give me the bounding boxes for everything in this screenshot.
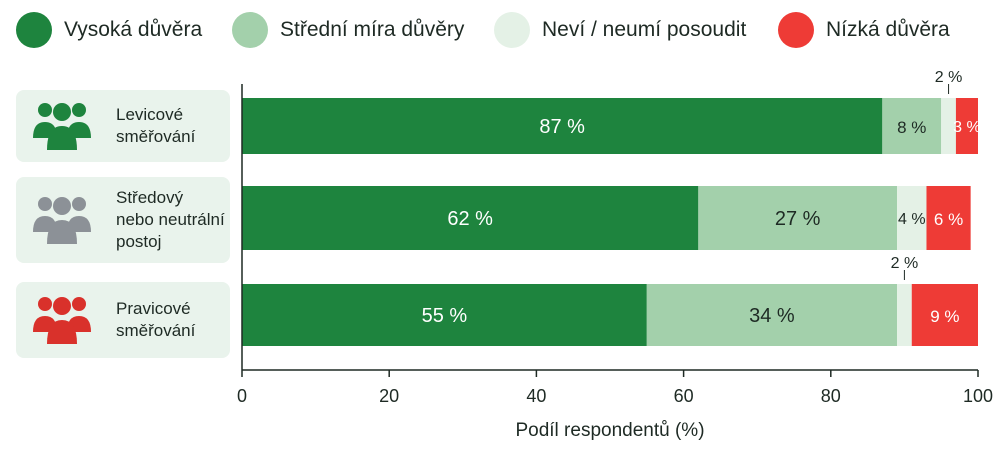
bar-segment <box>911 284 978 346</box>
bar-segment <box>242 186 699 250</box>
row-label-line: Pravicové <box>116 299 191 318</box>
legend-item-high: Vysoká důvěra <box>16 12 202 48</box>
legend-label: Neví / neumí posoudit <box>542 18 747 41</box>
legend-swatch <box>16 12 52 48</box>
people-group-icon <box>33 103 91 150</box>
x-tick-label: 0 <box>237 386 247 406</box>
data-label: 9 % <box>930 307 959 326</box>
bar-segment <box>897 284 912 346</box>
bar-segment <box>242 98 883 154</box>
row-label-line: Levicové <box>116 105 184 124</box>
x-axis-title: Podíl respondentů (%) <box>515 420 705 441</box>
legend-label: Vysoká důvěra <box>64 18 203 41</box>
data-label: 2 % <box>891 255 919 272</box>
bar-segment <box>955 98 978 154</box>
bar-segment <box>882 98 942 154</box>
data-label: 6 % <box>934 210 963 229</box>
data-label: 4 % <box>898 211 926 228</box>
bar-segment <box>646 284 898 346</box>
row-label-line: Středový <box>116 188 184 207</box>
data-label: 3 % <box>953 119 981 136</box>
bar-segment <box>242 284 647 346</box>
data-label: 2 % <box>935 69 963 86</box>
row-panel-right: Pravicové směřování <box>16 282 230 358</box>
bar-segment <box>926 186 971 250</box>
row-label-center: Středový nebo neutrální postoj <box>116 187 225 253</box>
row-label-line: směřování <box>116 321 196 340</box>
legend-item-unknown: Neví / neumí posoudit <box>494 12 746 48</box>
data-label: 27 % <box>775 208 821 230</box>
x-tick-label: 40 <box>526 386 546 406</box>
row-label-right: Pravicové směřování <box>116 298 195 342</box>
row-label-line: směřování <box>116 127 196 146</box>
row-panel-left: Levicové směřování <box>16 90 230 162</box>
people-group-icon <box>33 297 91 344</box>
legend-label: Střední míra důvěry <box>280 18 465 41</box>
legend-item-low: Nízká důvěra <box>778 12 950 48</box>
bar-segment <box>897 186 927 250</box>
row-label-line: postoj <box>116 232 162 251</box>
legend-swatch <box>778 12 814 48</box>
data-label: 34 % <box>749 305 795 327</box>
chart-legend: Vysoká důvěra Střední míra důvěry Neví /… <box>0 0 1000 56</box>
legend-swatch <box>494 12 530 48</box>
bar-segment <box>941 98 956 154</box>
row-label-line: nebo neutrální <box>116 210 225 229</box>
bar-segment <box>698 186 898 250</box>
row-panel-center: Středový nebo neutrální postoj <box>16 177 230 263</box>
x-tick-label: 80 <box>821 386 841 406</box>
data-label: 55 % <box>422 305 468 327</box>
data-label: 8 % <box>897 118 926 137</box>
data-label: 87 % <box>539 116 585 138</box>
legend-item-medium: Střední míra důvěry <box>232 12 464 48</box>
row-label-left: Levicové směřování <box>116 104 195 148</box>
people-group-icon <box>33 197 91 244</box>
x-tick-label: 20 <box>379 386 399 406</box>
x-tick-label: 60 <box>674 386 694 406</box>
legend-label: Nízká důvěra <box>826 18 950 41</box>
x-tick-label: 100 <box>963 386 993 406</box>
data-label: 62 % <box>447 208 493 230</box>
legend-swatch <box>232 12 268 48</box>
